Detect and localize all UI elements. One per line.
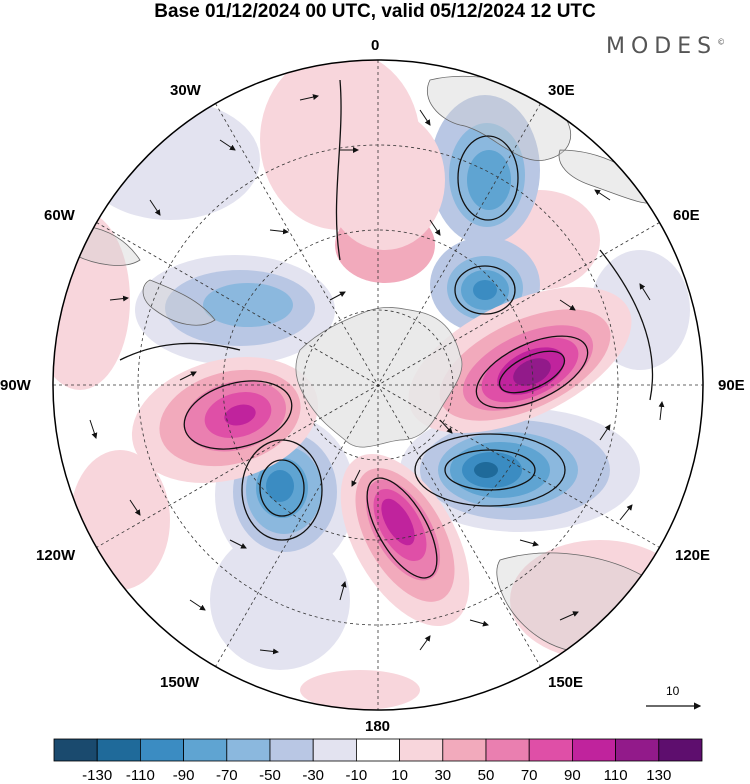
lon-label-0: 0	[371, 37, 380, 54]
colorbar-swatch	[528, 738, 573, 762]
colorbar-tick-label: 90	[564, 767, 581, 784]
colorbar-tick-label: -110	[125, 767, 155, 784]
modes-logo: MODES©	[606, 34, 725, 59]
lon-label-60w: 60W	[44, 207, 75, 224]
lon-label-120e: 120E	[675, 547, 711, 564]
streamlines	[119, 79, 654, 579]
colorbar-swatch	[485, 738, 530, 762]
colorbar	[53, 738, 703, 762]
lon-label-60e: 60E	[673, 207, 700, 224]
lon-label-90w: 90W	[0, 377, 31, 394]
graticule	[53, 60, 703, 710]
lon-label-30w: 30W	[170, 82, 201, 99]
colorbar-tick-label: -130	[82, 767, 113, 784]
lon-label-150e: 150E	[548, 674, 584, 691]
vector-scale-label: 10	[666, 684, 680, 698]
logo-mark: ©	[717, 37, 726, 47]
low-30e-north	[430, 95, 540, 245]
colorbar-swatch	[312, 738, 357, 762]
colorbar-tick-label: 50	[477, 767, 495, 784]
map-title: Base 01/12/2024 00 UTC, valid 05/12/2024…	[154, 1, 596, 22]
colorbar-tick-label: 130	[646, 767, 672, 784]
colorbar-tick-label: 10	[391, 767, 408, 784]
logo-text: MODES	[606, 34, 718, 59]
lon-label-180: 180	[365, 718, 391, 735]
lon-label-30e: 30E	[548, 82, 575, 99]
colorbar-swatch	[615, 738, 660, 762]
colorbar-swatch	[399, 738, 444, 762]
colorbar-tick-label: -70	[215, 767, 238, 784]
colorbar-tick-label: 70	[520, 767, 538, 784]
colorbar-tick-label: -50	[259, 767, 281, 784]
wind-vectors	[89, 94, 665, 655]
colorbar-swatch	[226, 738, 271, 762]
colorbar-swatch	[355, 738, 400, 762]
lon-label-120w: 120W	[36, 547, 76, 564]
low-120e	[400, 408, 640, 532]
colorbar-swatch	[442, 738, 487, 762]
colorbar-swatch	[658, 738, 703, 762]
antarctica	[295, 307, 463, 448]
colorbar-swatch	[269, 738, 314, 762]
colorbar-swatch	[139, 738, 184, 762]
high-180	[340, 454, 470, 626]
colorbar-tick-label: 30	[434, 767, 452, 784]
colorbar-tick-label: -90	[172, 767, 195, 784]
lon-label-90e: 90E	[718, 377, 745, 394]
colorbar-swatch	[53, 738, 98, 762]
colorbar-swatch	[183, 738, 228, 762]
colorbar-tick-label: 110	[603, 767, 628, 784]
high-0	[325, 110, 445, 283]
anomaly-field	[53, 60, 690, 710]
map-border	[52, 59, 704, 711]
colorbar-tick-label: -10	[345, 767, 368, 784]
colorbar-swatch	[572, 738, 617, 762]
lon-label-150w: 150W	[160, 674, 200, 691]
colorbar-swatch	[96, 738, 141, 762]
low-60w	[135, 255, 335, 365]
colorbar-tick-label: -30	[302, 767, 325, 784]
